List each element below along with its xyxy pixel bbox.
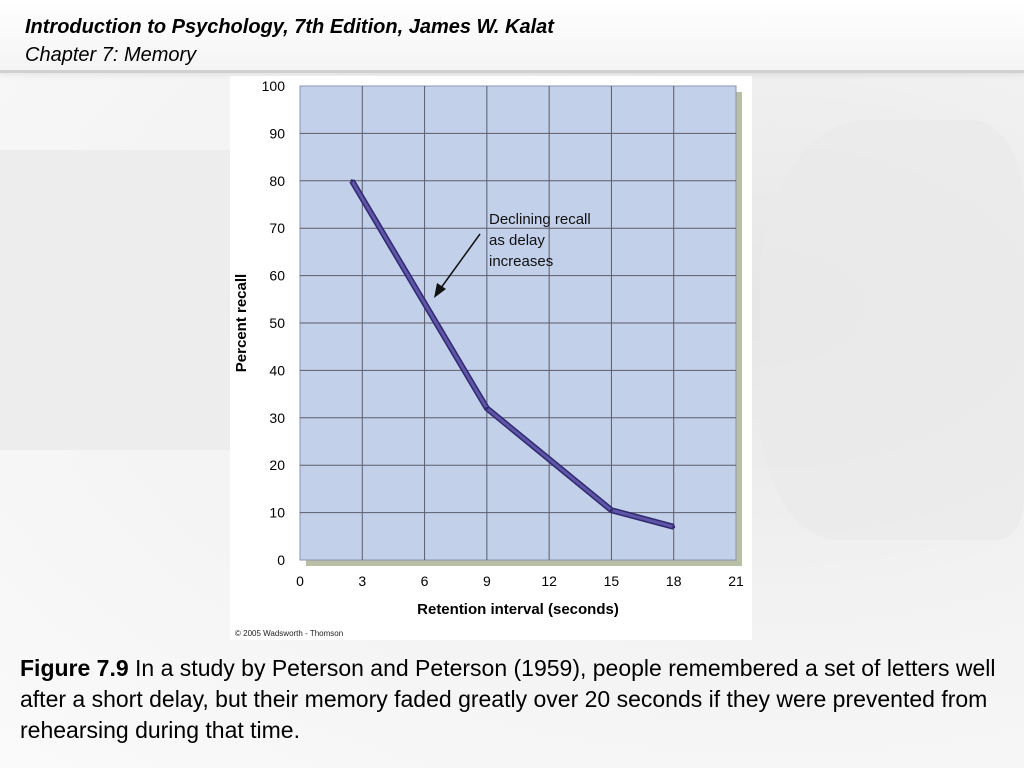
y-axis-label: Percent recall [233,274,250,372]
x-tick-label: 3 [358,573,366,589]
copyright-notice: © 2005 Wadsworth - Thomson [235,629,344,638]
y-tick-label: 100 [262,78,286,94]
slide-header: Introduction to Psychology, 7th Edition,… [0,0,1024,73]
x-tick-label: 18 [666,573,682,589]
figure-panel: 0 10 20 30 40 50 60 70 80 90 100 0 3 6 9 12 15 18 21 Retent… [230,76,752,640]
series-line [350,180,675,529]
header-subtitle: Chapter 7: Memory [25,44,197,66]
y-tick-label: 10 [269,505,285,521]
y-tick-label: 30 [269,410,285,426]
annotation-arrow-shaft [437,233,481,293]
y-tick-label: 80 [269,173,285,189]
data-point [485,406,489,410]
figure-caption: Figure 7.9 In a study by Peterson and Pe… [20,653,1005,746]
annotation-text-line: Declining recall [489,211,591,228]
data-point [672,525,676,529]
recall-chart: 0 10 20 30 40 50 60 70 80 90 100 0 3 6 9 12 15 18 21 Retent… [233,78,744,618]
caption-text: In a study by Peterson and Peterson (195… [20,655,996,743]
annotation-text-line: increases [489,253,553,270]
x-tick-label: 12 [541,573,557,589]
data-point [609,508,613,512]
y-tick-label: 70 [269,220,285,236]
x-tick-label: 15 [604,573,620,589]
y-tick-label: 40 [269,362,285,378]
x-tick-label: 6 [421,573,429,589]
y-tick-label: 50 [269,315,285,331]
header-title: Introduction to Psychology, 7th Edition,… [25,16,554,38]
y-tick-label: 20 [269,457,285,473]
x-tick-label: 0 [296,573,304,589]
caption-label: Figure 7.9 [20,655,129,681]
y-tick-label: 0 [277,552,285,568]
annotation-text-line: as delay [489,232,545,249]
x-tick-label: 21 [728,573,744,589]
y-tick-label: 60 [269,268,285,284]
annotation-arrow-head [434,283,446,298]
x-axis-label: Retention interval (seconds) [417,601,619,618]
x-tick-label: 9 [483,573,491,589]
y-tick-label: 90 [269,125,285,141]
background-shape [760,120,1024,540]
data-point [350,179,354,183]
background-shape [0,150,230,450]
